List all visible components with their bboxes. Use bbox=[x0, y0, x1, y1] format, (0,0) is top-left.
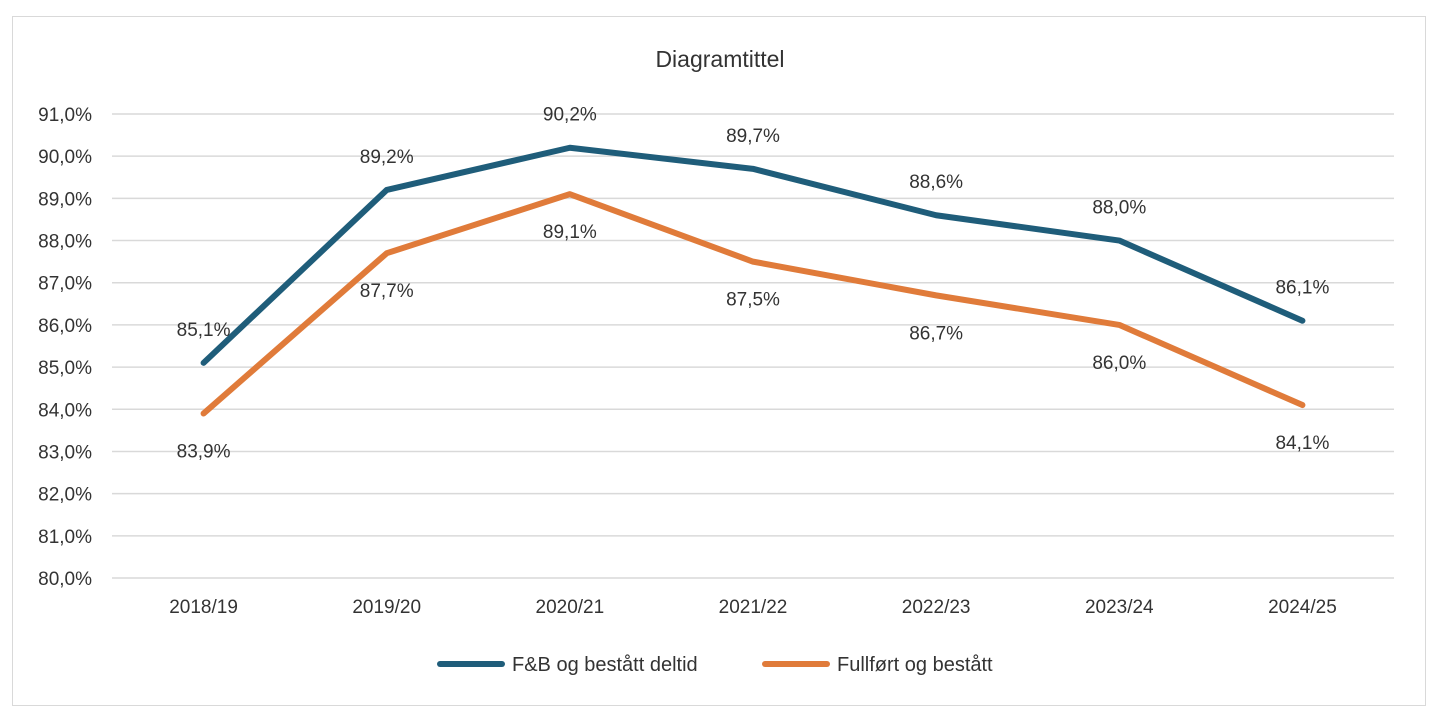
legend-label: Fullført og bestått bbox=[837, 654, 993, 676]
x-tick-label: 2018/19 bbox=[169, 597, 238, 618]
chart-title: Diagramtittel bbox=[655, 46, 784, 72]
data-label: 89,2% bbox=[360, 147, 414, 168]
data-label: 89,1% bbox=[543, 222, 597, 243]
data-label: 90,2% bbox=[543, 105, 597, 126]
series-line-1 bbox=[200, 144, 1306, 366]
y-axis-ticks: 80,0% 81,0% 82,0% 83,0% 84,0% 85,0% 86,0% 87,0%… bbox=[38, 105, 92, 590]
x-tick-label: 2019/20 bbox=[352, 597, 421, 618]
chart-frame bbox=[12, 16, 1426, 706]
data-label: 89,7% bbox=[726, 126, 780, 147]
data-label: 87,5% bbox=[726, 290, 780, 311]
x-tick-label: 2023/24 bbox=[1085, 597, 1154, 618]
x-tick-label: 2021/22 bbox=[719, 597, 788, 618]
data-label: 86,1% bbox=[1275, 278, 1329, 299]
data-label: 85,1% bbox=[177, 320, 231, 341]
x-tick-label: 2022/23 bbox=[902, 597, 971, 618]
data-label: 86,0% bbox=[1092, 353, 1146, 374]
y-tick-label: 81,0% bbox=[38, 527, 92, 548]
gridlines bbox=[112, 113, 1394, 579]
data-label: 86,7% bbox=[909, 323, 963, 344]
y-tick-label: 83,0% bbox=[38, 442, 92, 463]
y-tick-label: 89,0% bbox=[38, 189, 92, 210]
y-tick-label: 90,0% bbox=[38, 147, 92, 168]
series-lines bbox=[200, 144, 1306, 417]
data-label: 83,9% bbox=[177, 441, 231, 462]
series-line-2 bbox=[200, 191, 1306, 417]
data-label: 87,7% bbox=[360, 281, 414, 302]
data-label: 88,6% bbox=[909, 172, 963, 193]
data-label: 84,1% bbox=[1275, 433, 1329, 454]
y-tick-label: 87,0% bbox=[38, 274, 92, 295]
legend-label: F&B og bestått deltid bbox=[512, 654, 698, 676]
y-tick-label: 85,0% bbox=[38, 358, 92, 379]
y-tick-label: 80,0% bbox=[38, 569, 92, 590]
x-tick-label: 2020/21 bbox=[536, 597, 605, 618]
data-labels: 85,1% 89,2% 90,2% 89,7% 88,6% 88,0% 86,1% 83,9%… bbox=[177, 105, 1330, 463]
data-label: 88,0% bbox=[1092, 198, 1146, 219]
y-tick-label: 84,0% bbox=[38, 400, 92, 421]
legend: F&B og bestått deltid Fullført og bestått bbox=[437, 654, 993, 676]
x-tick-label: 2024/25 bbox=[1268, 597, 1337, 618]
y-tick-label: 91,0% bbox=[38, 105, 92, 126]
y-tick-label: 86,0% bbox=[38, 316, 92, 337]
y-tick-label: 82,0% bbox=[38, 485, 92, 506]
y-tick-label: 88,0% bbox=[38, 232, 92, 253]
x-axis-ticks: 2018/19 2019/20 2020/21 2021/22 2022/23 2023/… bbox=[169, 597, 1337, 618]
